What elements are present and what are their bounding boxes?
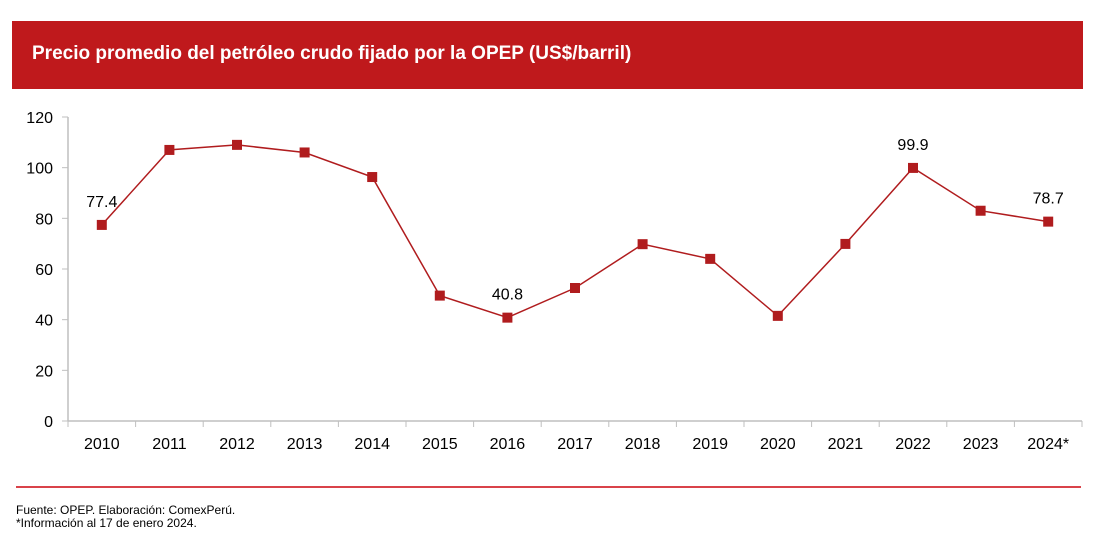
- data-point-marker: [705, 253, 716, 264]
- source-note: Fuente: OPEP. Elaboración: ComexPerú.: [16, 503, 236, 517]
- y-tick-label: 20: [35, 363, 53, 380]
- y-tick-label: 40: [35, 313, 53, 330]
- data-label: 40.8: [492, 287, 523, 304]
- x-tick-label: 2012: [219, 436, 255, 453]
- data-point-marker: [908, 162, 918, 173]
- series-layer: [96, 139, 1054, 323]
- x-tick-label: 2016: [490, 436, 526, 453]
- x-tick-label: 2019: [692, 436, 728, 453]
- data-point-marker: [367, 172, 378, 183]
- x-tick-label: 2017: [557, 436, 593, 453]
- data-point-marker: [637, 239, 648, 250]
- data-point-marker: [1043, 216, 1054, 227]
- data-label: 78.7: [1033, 191, 1064, 208]
- y-tick-label: 60: [35, 262, 53, 279]
- axes: [67, 117, 1082, 422]
- x-tick-label: 2022: [895, 436, 931, 453]
- chart-title: Precio promedio del petróleo crudo fijad…: [32, 43, 632, 64]
- x-tick-label: 2020: [760, 436, 796, 453]
- x-tick-label: 2013: [287, 436, 323, 453]
- data-point-marker: [570, 283, 580, 293]
- data-point-marker: [434, 290, 445, 301]
- data-point-marker: [164, 144, 175, 155]
- chart-title-banner: Precio promedio del petróleo crudo fijad…: [12, 21, 1083, 89]
- data-label: 77.4: [86, 194, 117, 211]
- y-axis-ticks: 0 20 40 60 80 100 120: [26, 110, 68, 431]
- x-tick-label: 2014: [354, 436, 390, 453]
- y-tick-label: 100: [26, 161, 53, 178]
- data-label: 99.9: [897, 137, 928, 154]
- data-point-marker: [975, 205, 986, 216]
- x-axis-ticks: 2010 2011 2012 2013 2014 2015 2016 2017 2018 2019…: [67, 421, 1083, 453]
- y-tick-label: 120: [26, 110, 53, 127]
- x-tick-label: 2024*: [1027, 436, 1069, 453]
- data-point-marker: [232, 139, 242, 150]
- data-point-marker: [840, 238, 851, 249]
- data-point-marker: [96, 219, 107, 230]
- data-point-marker: [772, 310, 783, 321]
- x-tick-label: 2011: [152, 436, 187, 453]
- x-tick-label: 2010: [84, 436, 120, 453]
- footer-separator: [16, 486, 1081, 488]
- x-tick-label: 2018: [625, 436, 661, 453]
- data-point-marker: [299, 147, 310, 158]
- data-labels: 77.4 40.8 99.9 78.7: [86, 137, 1064, 304]
- x-tick-label: 2023: [963, 436, 999, 453]
- y-tick-label: 0: [44, 414, 53, 431]
- y-tick-label: 80: [35, 211, 53, 228]
- x-tick-label: 2015: [422, 436, 458, 453]
- date-note: *Información al 17 de enero 2024.: [16, 516, 197, 530]
- x-tick-label: 2021: [828, 436, 864, 453]
- data-point-marker: [502, 312, 513, 323]
